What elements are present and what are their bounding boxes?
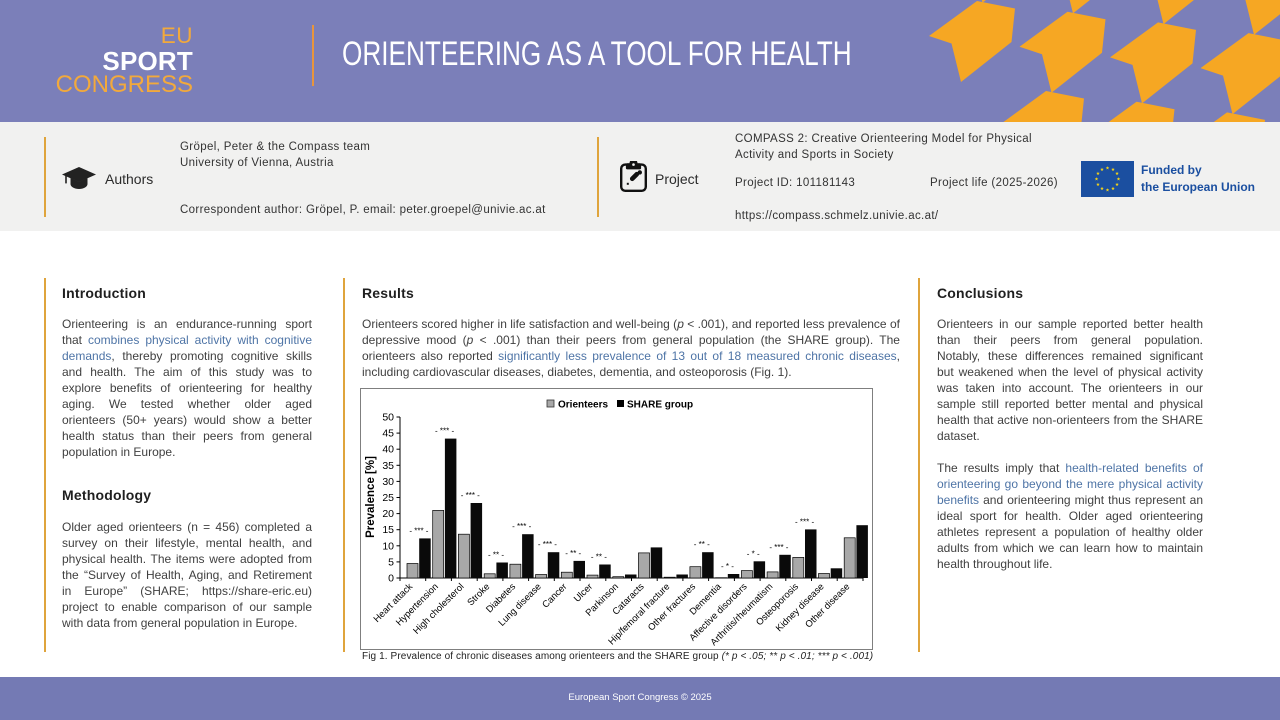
svg-text:25: 25 <box>382 492 394 504</box>
svg-text:SHARE group: SHARE group <box>627 400 693 411</box>
svg-text:50: 50 <box>382 412 394 424</box>
svg-text:45: 45 <box>382 428 394 440</box>
svg-text:35: 35 <box>382 460 394 472</box>
svg-text:- * -: - * - <box>721 562 734 571</box>
svg-text:- ** -: - ** - <box>488 551 504 560</box>
svg-text:- *** -: - *** - <box>461 491 480 500</box>
svg-text:30: 30 <box>382 476 394 488</box>
svg-text:- ** -: - ** - <box>591 553 607 562</box>
svg-text:0: 0 <box>388 573 394 585</box>
svg-text:Orienteers: Orienteers <box>558 400 608 411</box>
svg-text:- ** -: - ** - <box>694 540 710 549</box>
svg-text:Ulcer: Ulcer <box>571 581 594 604</box>
svg-text:5: 5 <box>388 556 394 568</box>
svg-text:- *** -: - *** - <box>512 522 531 531</box>
svg-text:20: 20 <box>382 508 394 520</box>
svg-text:- * -: - * - <box>747 549 760 558</box>
svg-text:- *** -: - *** - <box>769 543 788 552</box>
svg-text:15: 15 <box>382 524 394 536</box>
svg-text:- *** -: - *** - <box>538 540 557 549</box>
svg-text:Cancer: Cancer <box>540 581 569 610</box>
svg-text:- *** -: - *** - <box>795 517 814 526</box>
svg-text:40: 40 <box>382 444 394 456</box>
svg-text:- *** -: - *** - <box>435 427 454 436</box>
svg-text:Prevalence [%]: Prevalence [%] <box>365 456 377 538</box>
svg-text:10: 10 <box>382 540 394 552</box>
svg-text:- *** -: - *** - <box>409 526 428 535</box>
svg-text:- ** -: - ** - <box>565 549 581 558</box>
